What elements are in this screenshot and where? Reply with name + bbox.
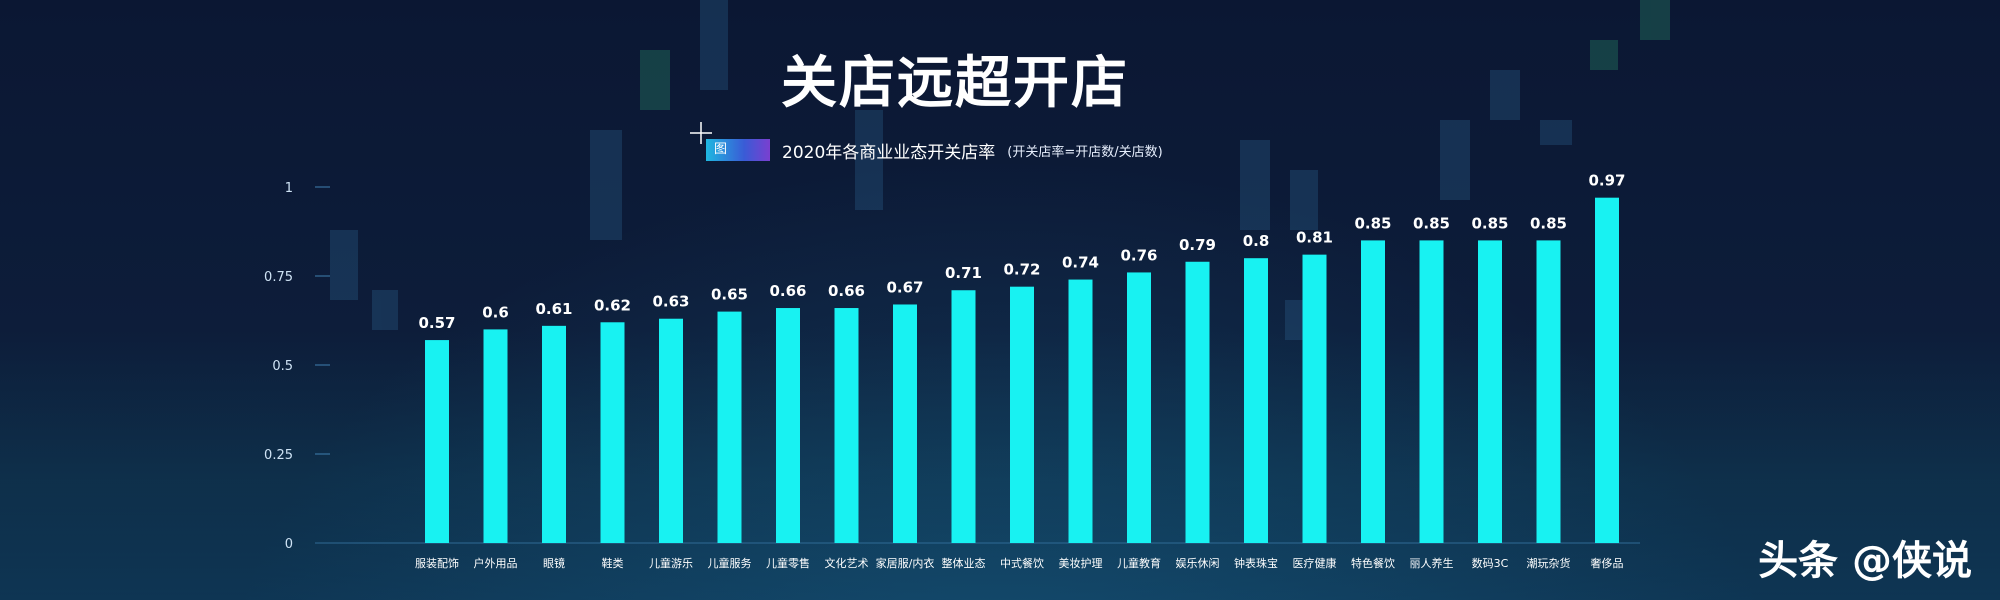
data-label: 0.66 bbox=[828, 282, 865, 300]
bar bbox=[1595, 197, 1619, 543]
value-labels: 0.57 0.6 0.61 0.62 0.63 0.65 0.66 0.66 0.67 0.71 0… bbox=[418, 172, 1625, 332]
data-label: 0.76 bbox=[1120, 246, 1157, 264]
bar bbox=[542, 325, 566, 543]
chart-formula: (开关店率=开店数/关店数) bbox=[1007, 144, 1163, 160]
bar bbox=[600, 322, 625, 543]
headline: 关店远超开店 bbox=[781, 51, 1129, 116]
x-tick-label: 丽人养生 bbox=[1410, 556, 1454, 570]
data-label: 0.67 bbox=[886, 278, 923, 296]
x-tick-label: 服装配饰 bbox=[415, 556, 459, 570]
bar bbox=[1068, 279, 1093, 543]
x-tick-label: 整体业态 bbox=[942, 556, 986, 570]
data-label: 0.6 bbox=[482, 303, 509, 321]
data-label: 0.74 bbox=[1062, 254, 1099, 272]
data-label: 0.72 bbox=[1003, 261, 1040, 279]
y-tick-label: 0.5 bbox=[272, 359, 293, 374]
bar bbox=[1478, 240, 1502, 543]
bar bbox=[1010, 286, 1034, 543]
x-tick-label: 美妆护理 bbox=[1059, 556, 1103, 570]
data-label: 0.57 bbox=[418, 314, 455, 332]
bar bbox=[659, 318, 683, 543]
x-tick-label: 文化艺术 bbox=[825, 556, 869, 570]
x-tick-label: 钟表珠宝 bbox=[1234, 556, 1278, 570]
bar bbox=[893, 304, 917, 543]
x-tick-label: 潮玩杂货 bbox=[1527, 556, 1571, 570]
data-label: 0.62 bbox=[594, 296, 631, 314]
bar bbox=[425, 340, 449, 543]
data-label: 0.79 bbox=[1179, 236, 1216, 254]
x-tick-label: 特色餐饮 bbox=[1351, 556, 1395, 570]
x-tick-label: 数码3C bbox=[1472, 557, 1509, 570]
x-tick-label: 儿童零售 bbox=[766, 556, 810, 570]
x-tick-label: 眼镜 bbox=[543, 556, 565, 570]
bar bbox=[1185, 261, 1210, 543]
bar bbox=[1127, 272, 1151, 543]
bar bbox=[1302, 254, 1327, 543]
y-tick-label: 0 bbox=[285, 537, 293, 552]
data-label: 0.85 bbox=[1471, 214, 1508, 232]
data-label: 0.8 bbox=[1243, 232, 1270, 250]
data-label: 0.81 bbox=[1296, 229, 1333, 247]
x-tick-label: 医疗健康 bbox=[1293, 556, 1337, 570]
bar bbox=[951, 290, 976, 543]
bar bbox=[776, 308, 800, 543]
data-label: 0.65 bbox=[711, 286, 748, 304]
subtitle-row: 图 2020年各商业业态开关店率 (开关店率=开店数/关店数) bbox=[706, 138, 1163, 163]
y-axis: 0 0.25 0.5 0.75 1 bbox=[264, 181, 1640, 552]
background-candles bbox=[330, 0, 1670, 340]
data-label: 0.63 bbox=[652, 293, 689, 311]
data-label: 0.97 bbox=[1588, 172, 1625, 190]
data-label: 0.85 bbox=[1530, 214, 1567, 232]
bar bbox=[717, 311, 742, 543]
x-tick-label: 儿童游乐 bbox=[649, 556, 693, 570]
x-tick-label: 娱乐休闲 bbox=[1176, 556, 1220, 570]
bar bbox=[1419, 240, 1444, 543]
bar bbox=[1244, 258, 1268, 543]
crosshair-cursor-icon bbox=[690, 122, 712, 144]
y-tick-label: 1 bbox=[285, 181, 293, 196]
y-tick-label: 0.25 bbox=[264, 448, 293, 463]
x-tick-label: 儿童服务 bbox=[708, 556, 752, 570]
x-tick-labels: 服装配饰 户外用品 眼镜 鞋类 儿童游乐 儿童服务 儿童零售 文化艺术 家居服/内衣 整体业态 中式… bbox=[415, 556, 1624, 570]
data-label: 0.85 bbox=[1354, 214, 1391, 232]
chart-subtitle: 2020年各商业业态开关店率 bbox=[782, 142, 996, 163]
figure-badge: 图 bbox=[706, 139, 770, 161]
x-tick-label: 儿童教育 bbox=[1117, 556, 1161, 570]
x-tick-label: 户外用品 bbox=[474, 556, 518, 570]
bar bbox=[834, 308, 859, 543]
x-tick-label: 家居服/内衣 bbox=[876, 556, 935, 570]
y-tick-label: 0.75 bbox=[264, 270, 293, 285]
data-label: 0.61 bbox=[535, 300, 572, 318]
bar bbox=[1536, 240, 1561, 543]
data-label: 0.66 bbox=[769, 282, 806, 300]
x-tick-label: 奢侈品 bbox=[1591, 556, 1624, 570]
bars bbox=[425, 197, 1619, 543]
bar bbox=[1361, 240, 1385, 543]
bar bbox=[483, 329, 508, 543]
watermark: 头条 @侠说 bbox=[1758, 538, 1972, 584]
data-label: 0.71 bbox=[945, 264, 982, 282]
x-tick-label: 中式餐饮 bbox=[1000, 556, 1044, 570]
data-label: 0.85 bbox=[1413, 214, 1450, 232]
floor-glow bbox=[0, 330, 2000, 600]
x-tick-label: 鞋类 bbox=[602, 556, 624, 570]
